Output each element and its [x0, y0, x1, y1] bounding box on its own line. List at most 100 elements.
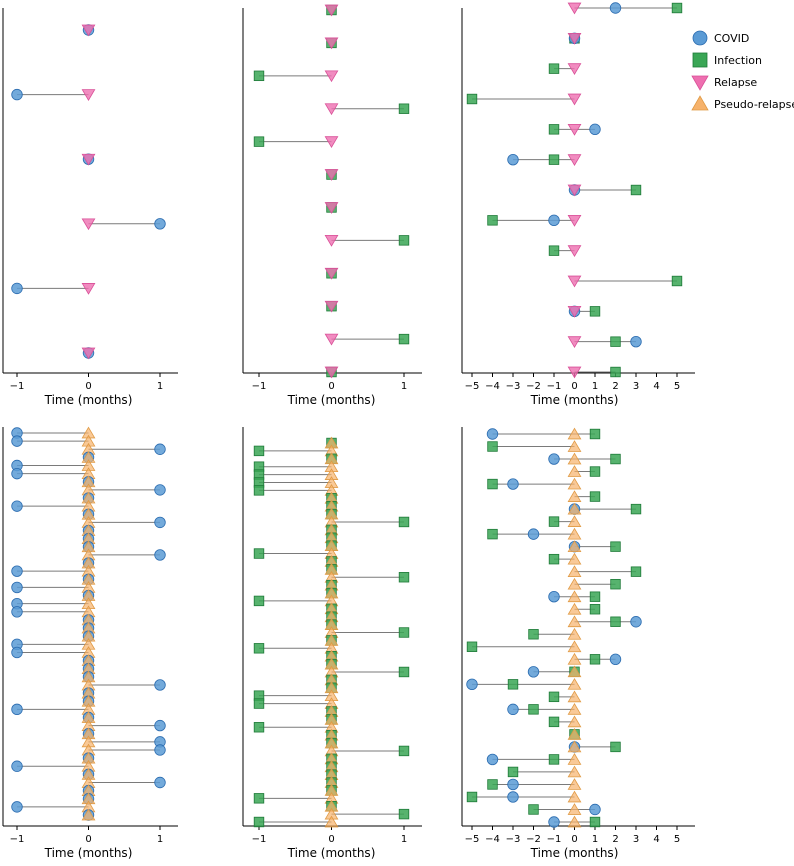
relapse-point — [81, 89, 96, 101]
panel-2-x-tick-label: 1 — [401, 381, 407, 392]
panel-3-x-tick-label: −4 — [485, 381, 500, 392]
relapse-point — [567, 184, 582, 197]
infection-point — [671, 2, 683, 14]
pseudo-relapse-point — [567, 690, 582, 703]
panel-6-x-tick-label: 2 — [612, 834, 618, 845]
panel-5-x-tick-label: 1 — [401, 834, 407, 845]
relapse-point — [324, 202, 339, 214]
panel-6-x-axis-title: Time (months) — [530, 846, 619, 860]
infection-point — [398, 808, 410, 820]
infection-point — [528, 629, 539, 640]
panel-6-x-tick-label: 4 — [653, 834, 659, 845]
infection-point — [466, 93, 478, 105]
infection-point — [548, 245, 560, 256]
relapse-point — [324, 4, 339, 17]
infection-point — [589, 466, 601, 477]
infection-point — [487, 528, 498, 540]
covid-point — [11, 88, 23, 101]
infection-point — [253, 595, 265, 607]
legend-label: Relapse — [714, 76, 757, 89]
covid-point — [486, 428, 499, 440]
legend-covid-marker — [692, 30, 708, 46]
covid-point — [507, 153, 519, 166]
infection-point — [589, 306, 601, 317]
infection-point — [548, 716, 560, 728]
pseudo-relapse-point — [567, 790, 582, 803]
pseudo-relapse-point — [81, 808, 96, 821]
covid-point — [11, 760, 23, 772]
infection-point — [610, 453, 621, 465]
pseudo-relapse-point — [567, 590, 582, 603]
relapse-point — [567, 123, 582, 136]
panel-5-x-axis-title: Time (months) — [287, 846, 376, 860]
infection-point — [466, 791, 478, 803]
pseudo-relapse-point — [567, 515, 582, 527]
infection-point — [466, 641, 478, 652]
panel-1-x-tick-label: 1 — [157, 381, 163, 392]
covid-point — [11, 435, 23, 447]
pseudo-relapse-point — [567, 527, 582, 540]
panel-2-x-axis-title: Time (months) — [287, 393, 376, 407]
infection-point — [487, 215, 498, 226]
covid-point — [154, 443, 166, 455]
relapse-point — [567, 366, 582, 379]
infection-point — [610, 366, 621, 378]
panel-4-x-axis-title: Time (months) — [44, 846, 133, 860]
infection-point — [507, 766, 519, 778]
infection-point — [610, 741, 621, 753]
infection-point — [548, 124, 560, 135]
legend-pseudo-relapse-marker — [691, 95, 709, 111]
pseudo-relapse-point — [567, 640, 582, 653]
covid-point — [609, 2, 622, 14]
pseudo-relapse-point — [567, 615, 582, 628]
pseudo-relapse-point — [567, 565, 582, 578]
infection-point — [589, 491, 601, 502]
infection-point — [398, 627, 410, 638]
covid-point — [548, 214, 560, 227]
relapse-point — [567, 154, 582, 167]
pseudo-relapse-point — [567, 602, 582, 615]
covid-point — [11, 801, 23, 813]
infection-point — [253, 793, 265, 804]
covid-point — [154, 218, 166, 230]
relapse-point — [324, 37, 339, 50]
panel-3-x-tick-label: −5 — [465, 381, 480, 392]
relapse-point — [324, 366, 339, 379]
legend-label: Pseudo-relapse — [714, 98, 794, 111]
covid-point — [548, 453, 560, 465]
relapse-point — [81, 24, 96, 37]
covid-point — [11, 646, 23, 659]
pseudo-relapse-point — [567, 502, 582, 515]
pseudo-relapse-point — [567, 465, 582, 477]
pseudo-relapse-point — [567, 702, 582, 715]
panel-6-x-tick-label: 1 — [592, 834, 598, 845]
infection-point — [253, 445, 265, 457]
panel-4-x-tick-label: 1 — [157, 834, 163, 845]
covid-point — [507, 791, 519, 803]
relapse-point — [324, 235, 339, 247]
panel-5-x-tick-label: 0 — [328, 834, 334, 845]
infection-point — [589, 604, 601, 615]
relapse-point — [324, 300, 339, 313]
pseudo-relapse-point — [567, 815, 582, 828]
pseudo-relapse-point — [567, 665, 582, 678]
infection-point — [487, 441, 498, 452]
covid-point — [630, 616, 642, 628]
infection-point — [548, 63, 560, 74]
covid-point — [154, 484, 166, 496]
infection-point — [589, 591, 601, 602]
infection-point — [548, 553, 560, 565]
covid-point — [486, 753, 499, 766]
infection-point — [671, 275, 683, 287]
infection-point — [253, 548, 265, 559]
covid-point — [589, 803, 601, 816]
infection-point — [630, 503, 642, 515]
panel-6-x-tick-label: 0 — [571, 834, 577, 845]
pseudo-relapse-point — [567, 490, 582, 502]
infection-point — [610, 541, 621, 552]
covid-point — [154, 549, 166, 561]
infection-point — [610, 336, 621, 347]
pseudo-relapse-point — [567, 803, 582, 815]
legend-label: Infection — [714, 54, 762, 67]
infection-point — [589, 654, 601, 665]
